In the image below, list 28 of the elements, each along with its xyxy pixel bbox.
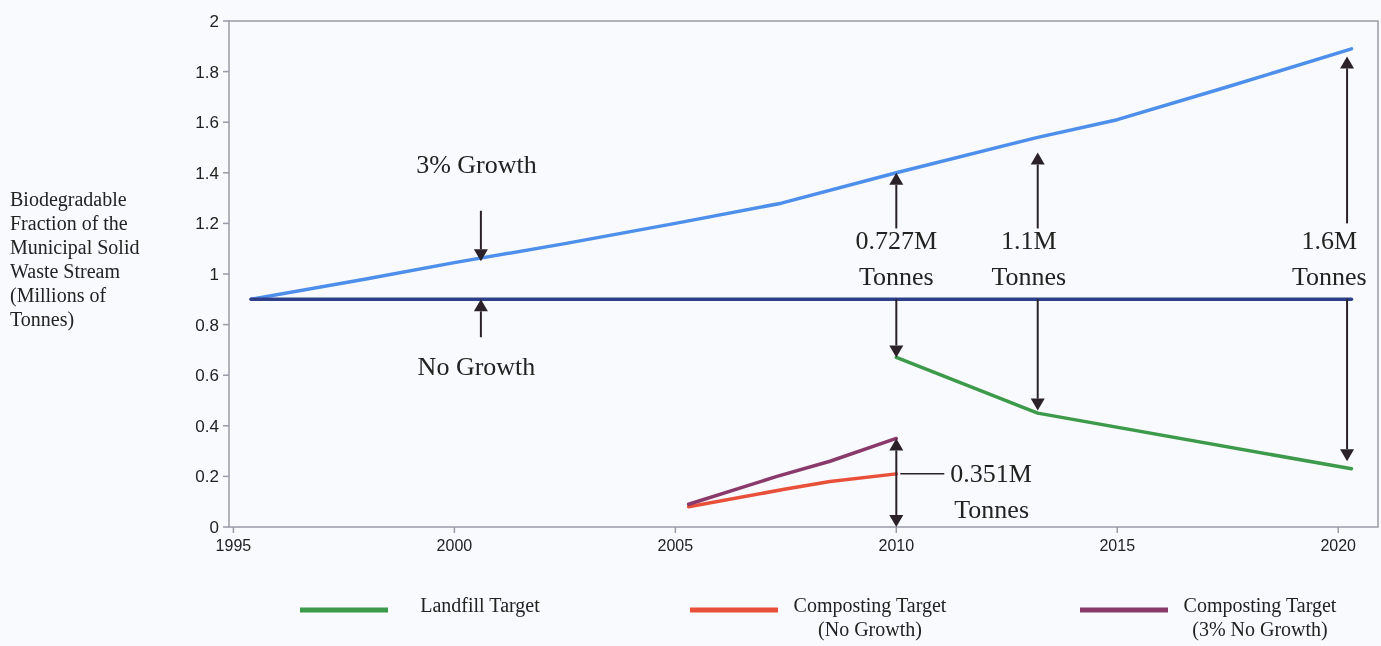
legend-label: Composting Target (No Growth)	[793, 594, 947, 641]
annotation: 0.351M Tonnes	[950, 458, 1032, 524]
annotation: 1.1M Tonnes	[991, 225, 1067, 291]
annotation: 3% Growth	[416, 149, 537, 179]
x-tick-label: 2020	[1320, 537, 1357, 554]
y-tick-label: 1.2	[195, 214, 219, 234]
x-tick-label: 2010	[878, 537, 915, 554]
annotation: 1.6M Tonnes	[1292, 225, 1367, 291]
annotation: 0.727M Tonnes	[855, 225, 938, 291]
y-tick-label: 1	[209, 264, 219, 284]
y-tick-label: 0.6	[195, 366, 219, 386]
y-tick-label: 0.4	[195, 416, 219, 436]
x-tick-label: 2015	[1099, 537, 1136, 554]
annotation: No Growth	[417, 352, 536, 382]
line-series	[686, 472, 899, 509]
y-axis-title: Biodegradable Fraction of the Municipal Solid Waste Stream (Millions of Tonnes)	[10, 188, 140, 331]
y-tick-label: 1.6	[195, 113, 219, 133]
y-tick-label: 2	[209, 11, 219, 31]
y-tick-label: 0.2	[195, 467, 219, 487]
x-tick-label: 2000	[436, 537, 473, 554]
y-tick-label: 1.4	[195, 163, 219, 183]
y-tick-label: 0	[209, 517, 219, 537]
x-tick-label: 2005	[657, 537, 694, 554]
y-tick-label: 1.8	[195, 62, 219, 82]
legend-label: Landfill Target	[420, 594, 541, 617]
y-tick-label: 0.8	[195, 315, 219, 335]
legend-label: Composting Target (3% No Growth)	[1183, 594, 1337, 641]
x-tick-label: 1995	[215, 537, 252, 554]
